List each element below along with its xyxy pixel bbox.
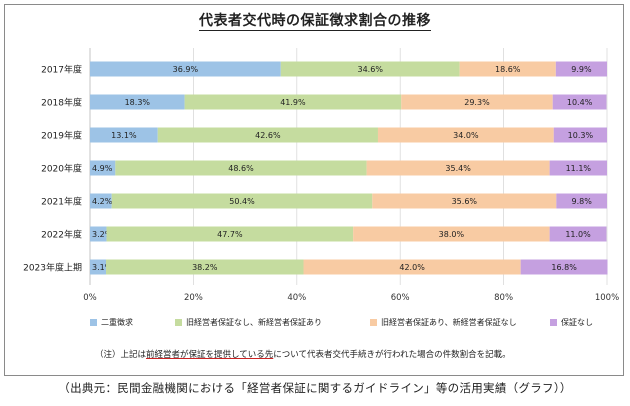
y-tick-label: 2019年度	[41, 130, 82, 142]
legend-item: 保証なし	[550, 317, 593, 328]
data-label: 3.2%	[92, 230, 113, 239]
source-citation: （出典元：民間金融機関における「経営者保証に関するガイドライン」等の活用実績（グ…	[58, 381, 572, 395]
x-tick-label: 80%	[494, 293, 513, 303]
chart-note: （注）上記は前経営者が保証を提供している先について代表者交代手続きが行われた場合…	[95, 348, 511, 360]
bar-segment	[106, 259, 304, 275]
y-tick-label: 2021年度	[41, 196, 82, 208]
data-label: 9.9%	[571, 65, 592, 74]
x-tick-label: 20%	[184, 293, 203, 303]
data-label: 4.9%	[92, 164, 113, 173]
legend-label: 保証なし	[561, 318, 593, 327]
legend-item: 旧経営者保証なし、新経営者保証あり	[175, 317, 322, 328]
bar-segment	[90, 226, 107, 242]
bar-segment	[90, 259, 107, 275]
bar-segment	[106, 226, 354, 242]
data-label: 41.9%	[280, 98, 306, 107]
data-label: 34.6%	[358, 65, 384, 74]
bar-segment	[555, 61, 607, 77]
note-underlined: 前経営者が保証を提供している先	[146, 350, 274, 360]
data-label: 42.6%	[255, 131, 281, 140]
bar-segment	[549, 160, 607, 176]
legend-label: 二重徴求	[101, 318, 133, 327]
data-label: 16.8%	[551, 263, 577, 272]
bar-segment	[90, 160, 116, 176]
legend: 二重徴求 旧経営者保証なし、新経営者保証あり 旧経営者保証あり、新経営者保証なし 保証…	[90, 317, 610, 331]
bar-segment	[184, 94, 402, 110]
y-tick-label: 2022年度	[41, 229, 82, 241]
x-tick-label: 0%	[83, 293, 97, 303]
y-tick-label: 2017年度	[41, 64, 82, 76]
bar-segment	[303, 259, 521, 275]
x-tick-label: 60%	[391, 293, 410, 303]
legend-item: 二重徴求	[90, 317, 133, 328]
bar-segment	[90, 94, 185, 110]
data-label: 50.4%	[229, 197, 255, 206]
legend-item: 旧経営者保証あり、新経営者保証なし	[370, 317, 517, 328]
x-tick-label: 100%	[595, 293, 619, 303]
chart-title: 代表者交代時の保証徴求割合の推移	[0, 10, 630, 31]
data-label: 13.1%	[111, 131, 137, 140]
bar-segment	[90, 193, 112, 209]
bar-segment	[111, 193, 373, 209]
data-label: 42.0%	[399, 263, 425, 272]
note-prefix: （注）上記は	[95, 350, 147, 360]
bar-segment	[556, 193, 607, 209]
y-tick-label: 2023年度上期	[23, 262, 82, 274]
bar-segment	[280, 61, 460, 77]
data-label: 35.6%	[452, 197, 478, 206]
data-label: 11.0%	[565, 230, 591, 239]
data-label: 29.3%	[464, 98, 490, 107]
data-label: 47.7%	[217, 230, 243, 239]
bar-segment	[115, 160, 367, 176]
data-label: 36.9%	[173, 65, 199, 74]
y-tick-label: 2018年度	[41, 97, 82, 109]
bar-segment	[459, 61, 556, 77]
bar-segment	[549, 226, 607, 242]
bar-segment	[353, 226, 550, 242]
data-label: 18.6%	[495, 65, 521, 74]
chart-title-text: 代表者交代時の保証徴求割合の推移	[199, 13, 431, 31]
legend-label: 旧経営者保証あり、新経営者保証なし	[381, 318, 517, 327]
data-label: 11.1%	[566, 164, 592, 173]
bar-segment	[372, 193, 557, 209]
bar-segment	[157, 127, 378, 143]
data-label: 9.8%	[572, 197, 593, 206]
y-tick-label: 2020年度	[41, 163, 82, 175]
data-label: 3.1%	[92, 263, 113, 272]
bar-segment	[520, 259, 608, 275]
data-label: 4.2%	[92, 197, 113, 206]
bar-segment	[552, 94, 607, 110]
data-label: 10.4%	[567, 98, 593, 107]
bar-segment	[553, 127, 607, 143]
data-label: 34.0%	[453, 131, 479, 140]
legend-swatch	[90, 319, 97, 326]
data-label: 48.6%	[228, 164, 254, 173]
x-tick-label: 40%	[287, 293, 306, 303]
legend-swatch	[370, 319, 377, 326]
bar-segment	[377, 127, 554, 143]
data-label: 38.0%	[439, 230, 465, 239]
data-label: 35.4%	[445, 164, 471, 173]
legend-swatch	[175, 319, 182, 326]
data-label: 10.3%	[568, 131, 594, 140]
legend-swatch	[550, 319, 557, 326]
bar-segment	[90, 61, 281, 77]
bar-segment	[366, 160, 550, 176]
note-suffix: について代表者交代手続きが行われた場合の件数割合を記載。	[273, 350, 511, 360]
bar-segment	[401, 94, 553, 110]
data-label: 38.2%	[192, 263, 218, 272]
data-label: 18.3%	[125, 98, 151, 107]
legend-label: 旧経営者保証なし、新経営者保証あり	[186, 318, 322, 327]
chart-frame	[4, 4, 624, 376]
bar-segment	[90, 127, 158, 143]
